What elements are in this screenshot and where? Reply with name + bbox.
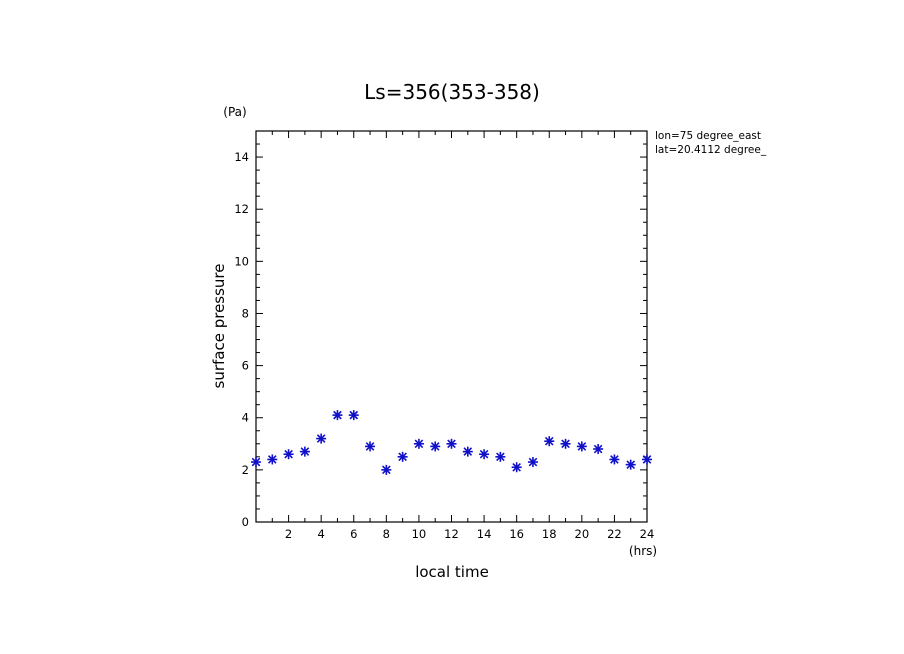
data-point [544, 436, 555, 447]
data-point [593, 444, 604, 455]
x-tick-label: 2 [285, 527, 292, 541]
data-point [479, 449, 490, 460]
data-point [267, 454, 278, 465]
y-tick-label: 8 [242, 306, 249, 320]
axis-ticks [255, 130, 648, 523]
data-point [446, 438, 457, 449]
x-tick-label: 14 [477, 527, 492, 541]
data-point [381, 464, 392, 475]
x-tick-label: 24 [640, 527, 655, 541]
x-tick-label: 22 [607, 527, 622, 541]
plot-frame [255, 130, 648, 523]
y-tick-label: 4 [242, 411, 249, 425]
data-point [316, 433, 327, 444]
y-unit-label: (Pa) [223, 105, 246, 119]
data-point [625, 459, 636, 470]
data-point [397, 451, 408, 462]
data-point [642, 454, 652, 465]
annotation-lat: lat=20.4112 degree_ [655, 144, 767, 156]
chart-title: Ls=356(353-358) [364, 80, 540, 104]
data-point [560, 438, 571, 449]
x-tick-label: 20 [575, 527, 590, 541]
data-point [527, 457, 538, 468]
data-point [511, 462, 522, 473]
data-point [413, 438, 424, 449]
x-tick-label: 6 [350, 527, 357, 541]
x-tick-label: 18 [542, 527, 557, 541]
x-unit-label: (hrs) [629, 544, 657, 558]
y-tick-label: 14 [234, 150, 249, 164]
data-point [299, 446, 310, 457]
data-point [283, 449, 294, 460]
data-point [251, 457, 261, 468]
data-point [365, 441, 376, 452]
data-point [462, 446, 473, 457]
x-tick-label: 4 [318, 527, 325, 541]
data-point [430, 441, 441, 452]
x-tick-label: 10 [412, 527, 427, 541]
y-tick-label: 0 [242, 515, 249, 529]
y-tick-label: 10 [234, 254, 249, 268]
x-tick-label: 12 [444, 527, 459, 541]
data-point [332, 410, 343, 421]
y-tick-label: 12 [234, 202, 249, 216]
x-tick-label: 8 [383, 527, 390, 541]
y-tick-label: 6 [242, 359, 249, 373]
data-point [609, 454, 620, 465]
data-point [495, 451, 506, 462]
y-tick-label: 2 [242, 463, 249, 477]
data-point [348, 410, 359, 421]
y-axis-label: surface pressure [210, 264, 228, 389]
annotation-lon: lon=75 degree_east [655, 130, 761, 142]
data-point [576, 441, 587, 452]
x-tick-label: 16 [509, 527, 524, 541]
data-markers [251, 410, 652, 475]
x-axis-label: local time [415, 563, 489, 581]
